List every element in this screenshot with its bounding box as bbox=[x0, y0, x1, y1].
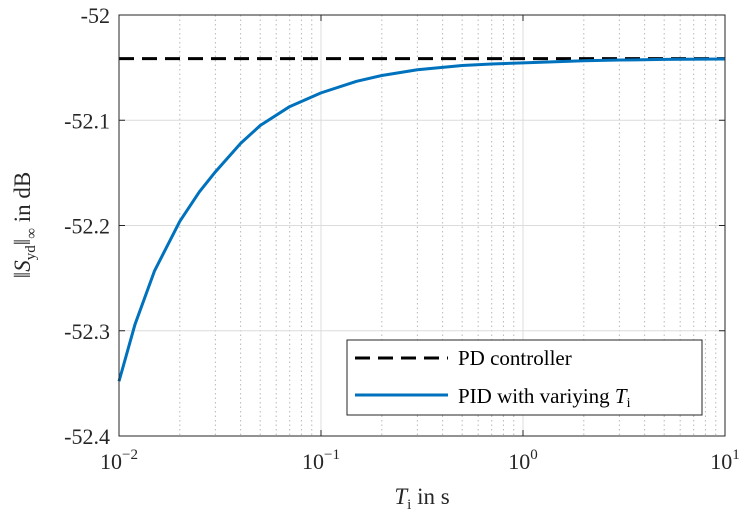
x-axis-label-rest: in s bbox=[411, 484, 449, 509]
x-tick-label: 10−2 bbox=[100, 447, 138, 474]
y-tick-label: -52.4 bbox=[64, 424, 110, 449]
legend: PD controller PID with variying Ti bbox=[346, 339, 703, 416]
y-axis-label-norm-close: ‖ bbox=[10, 239, 35, 245]
x-tick-label: 100 bbox=[508, 447, 538, 474]
y-tick-label: -52.3 bbox=[64, 319, 110, 344]
y-tick-label: -52 bbox=[81, 3, 110, 28]
y-axis-label-norm-open: ‖ bbox=[10, 272, 35, 278]
legend-box bbox=[346, 339, 703, 416]
y-tick-label: -52.2 bbox=[64, 214, 110, 239]
y-tick-label: -52.1 bbox=[64, 108, 110, 133]
y-axis-label: ‖Syd‖∞ in dB bbox=[10, 172, 40, 278]
x-axis-label: Ti in s bbox=[394, 484, 449, 513]
y-axis-label-var: S bbox=[10, 260, 35, 272]
y-axis-label-rest: in dB bbox=[10, 172, 35, 228]
series-layer bbox=[117, 57, 726, 382]
legend-label-pid-var: T bbox=[615, 384, 628, 408]
series-line-1 bbox=[117, 57, 726, 382]
legend-label-pid: PID with variying Ti bbox=[458, 384, 631, 411]
x-axis-label-sub: i bbox=[407, 497, 411, 513]
x-tick-label: 101 bbox=[710, 447, 740, 474]
x-tick-label: 10−1 bbox=[302, 447, 340, 474]
x-axis-label-var: T bbox=[394, 484, 409, 509]
legend-label-pd: PD controller bbox=[458, 346, 572, 370]
legend-label-pid-sub: i bbox=[627, 396, 631, 411]
y-axis-label-sub: yd bbox=[23, 245, 39, 261]
ticks: 10−2 10−1 100 101 -52 -52.1 -52.2 -52.3 -52.4 bbox=[64, 3, 740, 474]
y-axis-label-inf: ∞ bbox=[24, 228, 40, 239]
legend-label-pid-text: PID with variying bbox=[458, 384, 615, 408]
